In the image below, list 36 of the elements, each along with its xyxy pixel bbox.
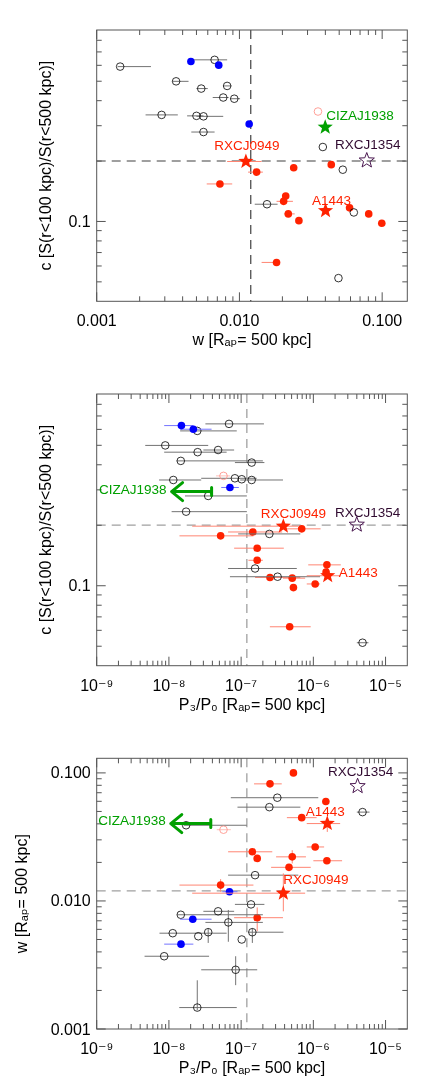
y-axis-title: w [Rₐₚ= 500 kpc] — [13, 834, 30, 955]
x-tick-label: 10⁻⁸ — [152, 676, 186, 694]
text: 0.1 — [68, 577, 91, 595]
x-tick-label: 10⁻⁷ — [225, 676, 258, 694]
y-tick-label: 0.010 — [50, 892, 91, 910]
annotation: RXCJ1354 — [335, 504, 401, 520]
x-tick-label: 10⁻⁵ — [369, 676, 402, 694]
y-axis-title: c [S(r<100 kpc)/S(r<500 kpc)] — [37, 424, 54, 635]
x-tick-label: 10⁻⁶ — [296, 676, 330, 694]
y-tick-label: 0.001 — [50, 1020, 91, 1038]
x-tick-label: 0.100 — [362, 312, 403, 330]
x-tick-label: 10⁻⁸ — [152, 1040, 186, 1057]
annotation: CIZAJ1938 — [326, 108, 394, 124]
x-axis-title: P₃/P₀ [Rₐₚ= 500 kpc] — [178, 695, 326, 713]
x-tick-label: 10⁻⁹ — [80, 1040, 114, 1057]
x-axis-title: P₃/P₀ [Rₐₚ= 500 kpc] — [178, 1059, 326, 1076]
x-tick-label: 0.010 — [219, 312, 260, 330]
annotation: CIZAJ1938 — [98, 812, 166, 828]
annotation: RXCJ1354 — [327, 764, 394, 780]
annotation: RXCJ0949 — [214, 138, 280, 154]
x-tick-label: 0.001 — [76, 312, 117, 330]
text: 0.1 — [68, 212, 91, 230]
annotation: A1443 — [338, 564, 378, 580]
x-tick-label: 10⁻⁶ — [296, 1040, 330, 1057]
x-axis-title: w [Rₐₚ= 500 kpc] — [191, 331, 312, 349]
annotation: RXCJ0949 — [283, 872, 349, 888]
x-tick-label: 10⁻⁵ — [369, 1040, 402, 1057]
annotation: A1443 — [312, 192, 352, 208]
annotation: RXCJ1354 — [335, 136, 401, 152]
x-tick-label: 10⁻⁹ — [80, 676, 114, 694]
x-tick-label: 10⁻⁷ — [225, 1040, 258, 1057]
y-tick-label: 0.100 — [50, 764, 91, 782]
annotation: A1443 — [305, 803, 345, 819]
y-axis-title: c [S(r<100 kpc)/S(r<500 kpc)] — [37, 60, 54, 271]
annotation: CIZAJ1938 — [99, 481, 167, 497]
annotation: RXCJ0949 — [260, 506, 326, 522]
